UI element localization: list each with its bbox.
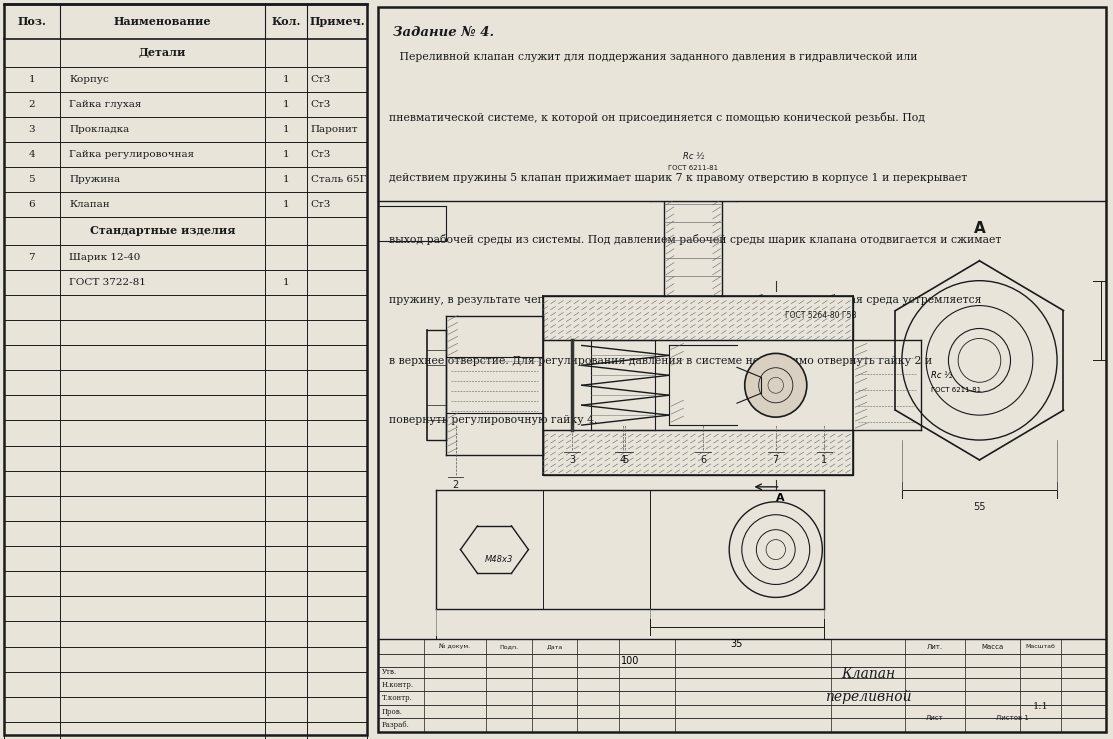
- Text: Подп.: Подп.: [500, 644, 519, 649]
- Text: 1: 1: [283, 200, 289, 209]
- Text: ГОСТ 3722-81: ГОСТ 3722-81: [69, 278, 146, 287]
- Text: Переливной клапан служит для поддержания заданного давления в гидравлической или: Переливной клапан служит для поддержания…: [390, 52, 918, 62]
- Text: выход рабочей среды из системы. Под давлением рабочей среды шарик клапана отодви: выход рабочей среды из системы. Под давл…: [390, 234, 1002, 245]
- Text: Пружина: Пружина: [69, 175, 120, 184]
- Text: Т.контр.: Т.контр.: [382, 694, 413, 702]
- Text: Гайка регулировочная: Гайка регулировочная: [69, 150, 195, 159]
- Text: 1: 1: [283, 100, 289, 109]
- Text: 5: 5: [29, 175, 36, 184]
- Text: Примеч.: Примеч.: [309, 16, 365, 27]
- Text: Гайка глухая: Гайка глухая: [69, 100, 141, 109]
- Text: Поз.: Поз.: [18, 16, 47, 27]
- Text: 4: 4: [29, 150, 36, 159]
- Text: Утв.: Утв.: [382, 669, 397, 676]
- Text: ГОСТ 5264-80 Г5В: ГОСТ 5264-80 Г5В: [786, 311, 857, 320]
- Text: № докум.: № докум.: [440, 644, 471, 650]
- Text: Наименование: Наименование: [114, 16, 211, 27]
- Text: Масштаб: Масштаб: [1026, 644, 1055, 649]
- Text: 3: 3: [29, 125, 36, 134]
- Text: Разраб.: Разраб.: [382, 721, 410, 729]
- Text: Rc ½: Rc ½: [930, 371, 953, 380]
- Text: 7: 7: [772, 455, 779, 465]
- Text: Клапан: Клапан: [841, 667, 895, 681]
- Text: Сталь 65Г: Сталь 65Г: [311, 175, 366, 184]
- Text: 1: 1: [283, 278, 289, 287]
- Text: М48х3: М48х3: [485, 555, 513, 564]
- Text: 6: 6: [29, 200, 36, 209]
- Bar: [543, 430, 854, 475]
- Text: переливной: переливной: [825, 689, 912, 704]
- Text: 2: 2: [29, 100, 36, 109]
- Text: Дата: Дата: [546, 644, 563, 649]
- Text: Задание № 4.: Задание № 4.: [393, 26, 494, 39]
- Text: 3: 3: [569, 455, 575, 465]
- Text: 7: 7: [29, 253, 36, 262]
- Text: 1: 1: [29, 75, 36, 84]
- Text: Стандартные изделия: Стандартные изделия: [90, 225, 235, 236]
- Circle shape: [745, 353, 807, 417]
- Text: 1: 1: [283, 150, 289, 159]
- Text: Листов 1: Листов 1: [996, 715, 1030, 721]
- Text: 1: 1: [283, 175, 289, 184]
- Text: Детали: Детали: [139, 47, 186, 58]
- Text: Клапан: Клапан: [69, 200, 110, 209]
- Text: Лит.: Лит.: [927, 644, 943, 650]
- Text: 6: 6: [700, 455, 706, 465]
- Text: 1:1: 1:1: [1033, 702, 1048, 711]
- Text: Паронит: Паронит: [311, 125, 358, 134]
- Text: 5: 5: [622, 455, 629, 465]
- Text: 55: 55: [973, 502, 986, 512]
- Bar: [543, 296, 854, 341]
- Text: А: А: [974, 221, 985, 236]
- Text: Ст3: Ст3: [311, 75, 331, 84]
- Text: Корпус: Корпус: [69, 75, 109, 84]
- Text: 1: 1: [283, 75, 289, 84]
- Text: действием пружины 5 клапан прижимает шарик 7 к правому отверстию в корпусе 1 и п: действием пружины 5 клапан прижимает шар…: [390, 173, 967, 183]
- Text: Кол.: Кол.: [272, 16, 301, 27]
- Text: Н.контр.: Н.контр.: [382, 681, 414, 689]
- Text: 2: 2: [453, 480, 459, 490]
- Text: 1: 1: [283, 125, 289, 134]
- Text: 4: 4: [620, 455, 626, 465]
- Text: Прокладка: Прокладка: [69, 125, 129, 134]
- Text: пневматической системе, к которой он присоединяется с помощью конической резьбы.: пневматической системе, к которой он при…: [390, 112, 925, 123]
- Text: Масса: Масса: [982, 644, 1004, 650]
- Text: Ст3: Ст3: [311, 200, 331, 209]
- Text: 100: 100: [621, 656, 640, 666]
- Text: Шарик 12-40: Шарик 12-40: [69, 253, 140, 262]
- Text: Ст3: Ст3: [311, 100, 331, 109]
- Text: в верхнее отверстие. Для регулирования давления в системе необходимо отвернуть г: в верхнее отверстие. Для регулирования д…: [390, 355, 933, 366]
- Text: ГОСТ 6211-81: ГОСТ 6211-81: [930, 387, 981, 393]
- Text: Ст3: Ст3: [311, 150, 331, 159]
- Text: повернуть регулировочную гайку 4.: повернуть регулировочную гайку 4.: [390, 415, 598, 426]
- Text: 35: 35: [731, 639, 743, 650]
- Text: пружину, в результате чего отверстие справа открывается и избыточная рабочая сре: пружину, в результате чего отверстие спр…: [390, 294, 982, 305]
- Text: ГОСТ 6211-81: ГОСТ 6211-81: [668, 165, 718, 171]
- Text: А: А: [776, 493, 785, 503]
- Text: Rc ½: Rc ½: [682, 152, 703, 161]
- Text: Лист: Лист: [926, 715, 944, 721]
- Text: Пров.: Пров.: [382, 708, 403, 715]
- Text: 1: 1: [821, 455, 827, 465]
